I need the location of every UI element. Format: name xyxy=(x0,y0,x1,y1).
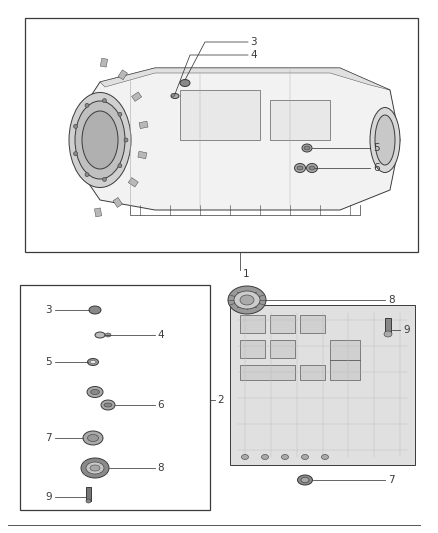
Bar xyxy=(100,58,108,67)
Bar xyxy=(118,70,127,80)
Ellipse shape xyxy=(171,93,179,99)
Ellipse shape xyxy=(297,166,303,170)
Bar xyxy=(270,315,295,333)
Ellipse shape xyxy=(240,295,254,305)
Ellipse shape xyxy=(86,462,104,474)
Bar xyxy=(132,92,141,101)
Ellipse shape xyxy=(309,166,315,170)
Bar xyxy=(20,285,210,510)
Bar xyxy=(240,365,295,380)
Bar xyxy=(86,487,91,501)
Ellipse shape xyxy=(297,475,312,485)
Ellipse shape xyxy=(124,138,128,142)
Ellipse shape xyxy=(228,286,266,314)
Text: 7: 7 xyxy=(388,475,395,485)
Ellipse shape xyxy=(90,360,96,364)
Polygon shape xyxy=(100,68,390,90)
Ellipse shape xyxy=(83,431,103,445)
Bar xyxy=(128,177,138,187)
Ellipse shape xyxy=(180,79,190,86)
Ellipse shape xyxy=(370,108,400,173)
Ellipse shape xyxy=(85,103,89,107)
Ellipse shape xyxy=(171,93,175,96)
Ellipse shape xyxy=(90,465,100,471)
Bar xyxy=(385,318,391,334)
Text: 2: 2 xyxy=(217,395,224,405)
Ellipse shape xyxy=(88,359,99,366)
Text: 3: 3 xyxy=(46,305,52,315)
Polygon shape xyxy=(85,68,400,210)
Text: 4: 4 xyxy=(157,330,164,340)
Bar xyxy=(330,360,360,380)
Ellipse shape xyxy=(81,458,109,478)
Text: 3: 3 xyxy=(250,37,257,47)
Bar xyxy=(240,315,265,333)
Text: 9: 9 xyxy=(46,492,52,502)
Text: 5: 5 xyxy=(373,143,380,153)
Bar xyxy=(95,208,102,217)
Ellipse shape xyxy=(87,386,103,398)
Ellipse shape xyxy=(304,146,310,150)
Ellipse shape xyxy=(282,455,289,459)
Ellipse shape xyxy=(375,115,395,165)
Ellipse shape xyxy=(384,331,392,337)
Text: 4: 4 xyxy=(250,50,257,60)
Ellipse shape xyxy=(294,164,305,173)
Bar xyxy=(230,305,415,465)
Ellipse shape xyxy=(95,332,105,338)
Bar xyxy=(270,340,295,358)
Bar xyxy=(113,198,122,207)
Ellipse shape xyxy=(302,144,312,152)
Ellipse shape xyxy=(321,455,328,459)
Bar xyxy=(300,365,325,380)
Ellipse shape xyxy=(118,112,122,116)
Text: 6: 6 xyxy=(157,400,164,410)
Text: 5: 5 xyxy=(46,357,52,367)
Ellipse shape xyxy=(105,333,111,337)
Ellipse shape xyxy=(74,152,78,156)
Ellipse shape xyxy=(85,173,89,176)
Bar xyxy=(180,90,260,140)
Ellipse shape xyxy=(261,455,268,459)
Ellipse shape xyxy=(75,101,125,179)
Bar xyxy=(300,315,325,333)
Bar xyxy=(270,100,330,140)
Ellipse shape xyxy=(301,455,308,459)
Ellipse shape xyxy=(118,164,122,168)
Ellipse shape xyxy=(102,99,106,103)
Ellipse shape xyxy=(91,390,99,394)
Ellipse shape xyxy=(104,403,112,407)
Bar xyxy=(240,340,265,358)
Bar xyxy=(330,340,360,360)
Ellipse shape xyxy=(301,478,309,482)
Text: 8: 8 xyxy=(157,463,164,473)
Text: 7: 7 xyxy=(46,433,52,443)
Bar xyxy=(139,121,148,128)
Ellipse shape xyxy=(101,400,115,410)
Ellipse shape xyxy=(89,306,101,314)
Bar xyxy=(25,18,418,252)
Ellipse shape xyxy=(86,499,91,503)
Ellipse shape xyxy=(82,111,118,169)
Ellipse shape xyxy=(74,124,78,128)
Ellipse shape xyxy=(307,164,318,173)
Text: 8: 8 xyxy=(388,295,395,305)
Text: 1: 1 xyxy=(243,269,250,279)
Ellipse shape xyxy=(69,93,131,188)
Text: 9: 9 xyxy=(403,325,410,335)
Ellipse shape xyxy=(234,291,260,309)
Ellipse shape xyxy=(102,177,106,181)
Text: 6: 6 xyxy=(373,163,380,173)
Bar xyxy=(138,151,147,159)
Ellipse shape xyxy=(88,434,99,441)
Ellipse shape xyxy=(241,455,248,459)
